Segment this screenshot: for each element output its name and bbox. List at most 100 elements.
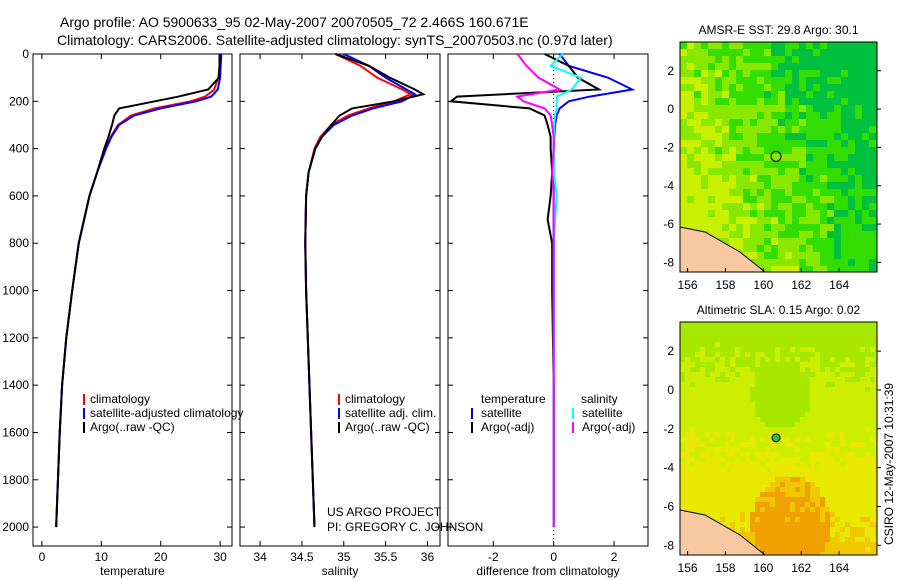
map-cell (701, 224, 708, 231)
map-cell (764, 133, 771, 140)
map-cell (869, 154, 876, 161)
map-cell (792, 224, 799, 231)
map-cell (760, 532, 765, 537)
map-cell (765, 457, 770, 462)
map-cell (805, 377, 810, 382)
map-cell (757, 42, 764, 49)
map-cell (855, 203, 862, 210)
map-cell (687, 91, 694, 98)
map-cell (848, 210, 855, 217)
map-cell (725, 437, 730, 442)
map-cell (685, 457, 690, 462)
map-cell (770, 547, 775, 552)
map-cell (785, 91, 792, 98)
map-cell (705, 417, 710, 422)
map-cell (710, 402, 715, 407)
map-cell (725, 412, 730, 417)
map-cell (722, 63, 729, 70)
map-cell (830, 517, 835, 522)
map-cell (800, 347, 805, 352)
map-cell (736, 112, 743, 119)
map-cell (730, 417, 735, 422)
map-cell (810, 512, 815, 517)
map-cell (722, 126, 729, 133)
map-cell (820, 507, 825, 512)
axes-box (447, 53, 649, 547)
map-cell (790, 542, 795, 547)
map-cell (860, 357, 865, 362)
map-cell (869, 217, 876, 224)
map-cell (740, 442, 745, 447)
map-cell (820, 337, 825, 342)
map-cell (755, 392, 760, 397)
map-cell (860, 542, 865, 547)
map-cell (848, 119, 855, 126)
map-cell (792, 252, 799, 259)
map-cell (765, 437, 770, 442)
map-cell (778, 231, 785, 238)
map-cell (705, 467, 710, 472)
map-cell (710, 457, 715, 462)
map-cell (870, 517, 875, 522)
map-cell (845, 532, 850, 537)
map-cell (735, 477, 740, 482)
map-cell (743, 49, 750, 56)
map-cell (780, 342, 785, 347)
map-cell (785, 432, 790, 437)
map-cell (778, 196, 785, 203)
map-cell (745, 472, 750, 477)
map-cell (700, 432, 705, 437)
map-cell (820, 547, 825, 552)
map-cell (705, 457, 710, 462)
map-cell (865, 447, 870, 452)
map-cell (785, 397, 790, 402)
map-cell (740, 352, 745, 357)
map-cell (740, 412, 745, 417)
map-cell (813, 196, 820, 203)
map-cell (785, 203, 792, 210)
map-cell (745, 397, 750, 402)
map-cell (850, 402, 855, 407)
map-cell (725, 447, 730, 452)
map-cell (722, 231, 729, 238)
map-cell (810, 492, 815, 497)
map-cell (785, 362, 790, 367)
map-cell (785, 322, 790, 327)
map-cell (765, 372, 770, 377)
map-cell (865, 392, 870, 397)
map-cell (855, 175, 862, 182)
map-cell (795, 382, 800, 387)
map-cell (875, 407, 877, 412)
map-cell (855, 133, 862, 140)
map-cell (841, 105, 848, 112)
map-cell (870, 397, 875, 402)
map-cell (870, 527, 875, 532)
map-cell (795, 507, 800, 512)
map-cell (700, 347, 705, 352)
map-cell (680, 382, 685, 387)
map-cell (865, 442, 870, 447)
map-cell (690, 457, 695, 462)
map-cell (760, 442, 765, 447)
map-cell (740, 367, 745, 372)
map-cell (685, 372, 690, 377)
map-cell (870, 512, 875, 517)
map-cell (780, 327, 785, 332)
map-cell (795, 352, 800, 357)
map-cell (735, 522, 740, 527)
map-cell (736, 175, 743, 182)
map-cell (720, 502, 725, 507)
map-cell (805, 427, 810, 432)
map-cell (850, 482, 855, 487)
map-cell (848, 77, 855, 84)
map-cell (813, 105, 820, 112)
map-cell (785, 542, 790, 547)
map-cell (790, 357, 795, 362)
series-line-salinity-argo-adj- (515, 53, 563, 528)
map-cell (694, 140, 701, 147)
map-cell (765, 432, 770, 437)
map-cell (875, 427, 877, 432)
map-cell (855, 467, 860, 472)
map-cell (765, 542, 770, 547)
